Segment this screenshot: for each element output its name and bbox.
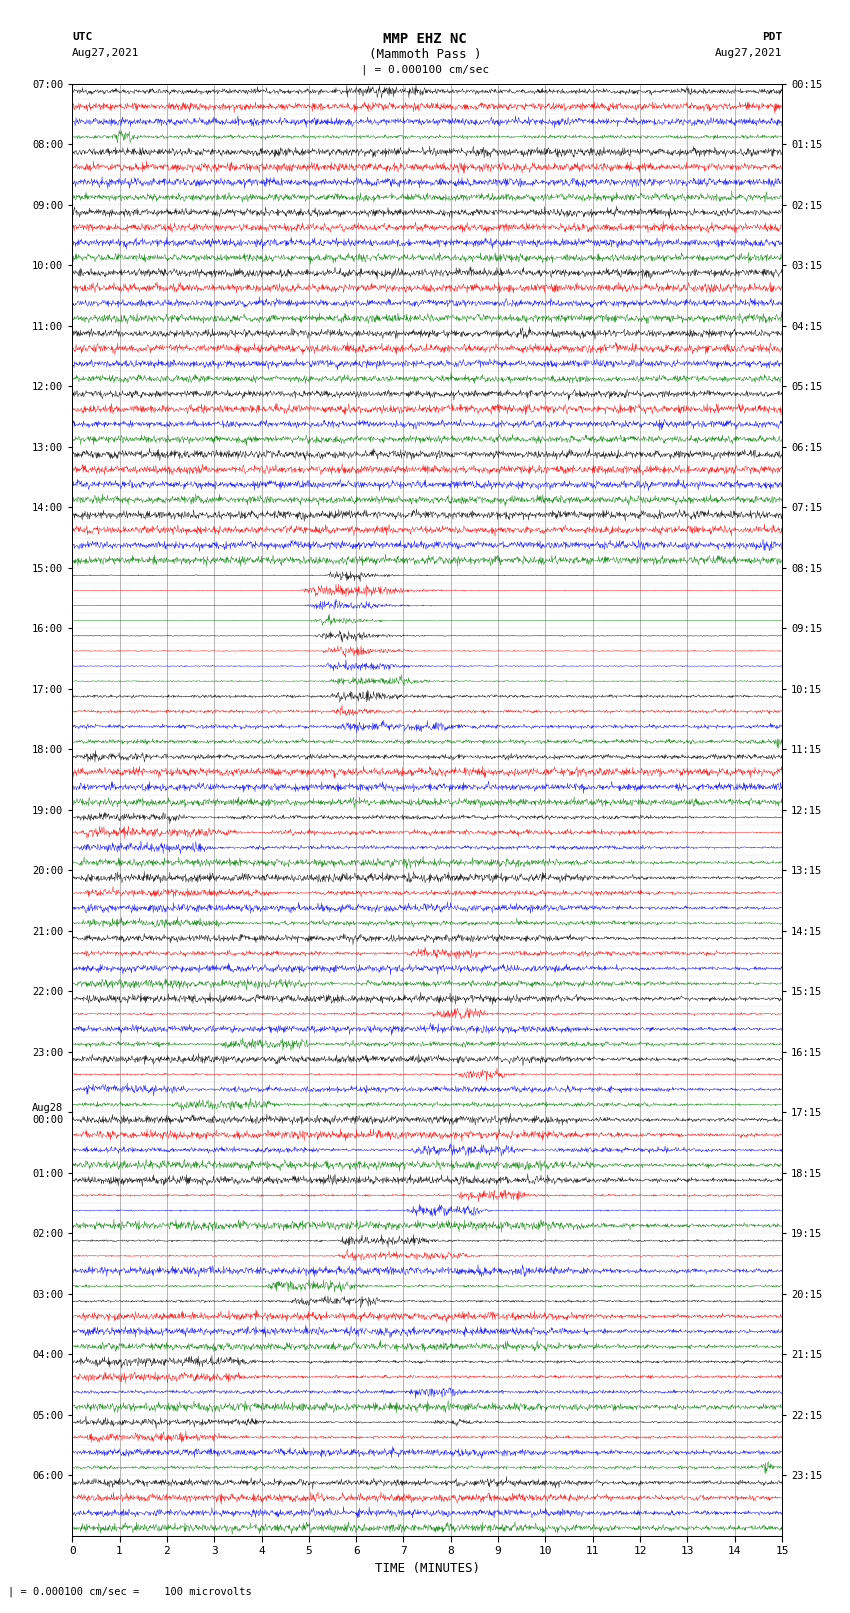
Text: MMP EHZ NC: MMP EHZ NC xyxy=(383,32,467,47)
Text: Aug27,2021: Aug27,2021 xyxy=(715,48,782,58)
Text: UTC: UTC xyxy=(72,32,93,42)
Text: (Mammoth Pass ): (Mammoth Pass ) xyxy=(369,48,481,61)
Text: PDT: PDT xyxy=(762,32,782,42)
X-axis label: TIME (MINUTES): TIME (MINUTES) xyxy=(375,1561,479,1574)
Text: Aug27,2021: Aug27,2021 xyxy=(72,48,139,58)
Text: | = 0.000100 cm/sec =    100 microvolts: | = 0.000100 cm/sec = 100 microvolts xyxy=(8,1586,252,1597)
Text: | = 0.000100 cm/sec: | = 0.000100 cm/sec xyxy=(361,65,489,76)
